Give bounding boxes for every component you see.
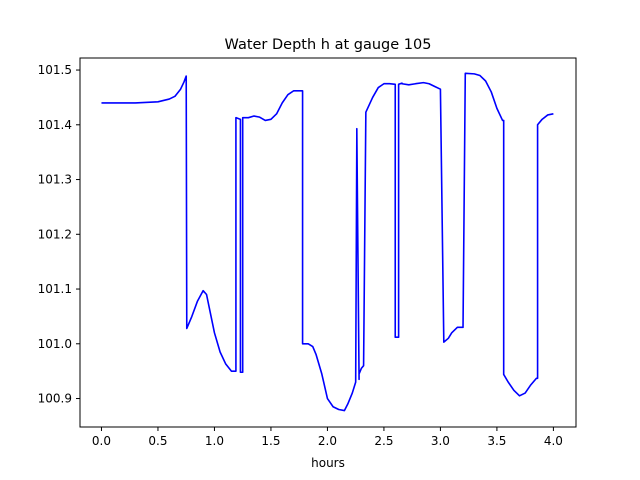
chart-title: Water Depth h at gauge 105 bbox=[225, 37, 432, 53]
y-axis: 100.9 101.0 101.1 101.2 101.3 101.4 101.5 bbox=[38, 63, 80, 406]
y-tick-label: 101.1 bbox=[38, 282, 72, 296]
y-tick-label: 100.9 bbox=[38, 392, 72, 406]
y-tick-label: 101.5 bbox=[38, 63, 72, 77]
y-tick-label: 101.2 bbox=[38, 227, 72, 241]
y-tick-label: 101.3 bbox=[38, 173, 72, 187]
x-tick-label: 0.5 bbox=[148, 434, 167, 448]
x-tick-label: 1.0 bbox=[205, 434, 224, 448]
series-layer bbox=[101, 72, 554, 412]
x-tick-label: 3.0 bbox=[431, 434, 450, 448]
y-tick-label: 101.4 bbox=[38, 118, 72, 132]
series-line bbox=[101, 72, 554, 412]
x-tick-label: 4.0 bbox=[544, 434, 563, 448]
x-tick-label: 2.5 bbox=[374, 434, 393, 448]
x-tick-label: 3.5 bbox=[487, 434, 506, 448]
x-axis: 0.0 0.5 1.0 1.5 2.0 2.5 3.0 3.5 4.0 bbox=[92, 427, 563, 448]
x-tick-label: 1.5 bbox=[261, 434, 280, 448]
y-tick-label: 101.0 bbox=[38, 337, 72, 351]
x-tick-label: 2.0 bbox=[318, 434, 337, 448]
plot-area-frame bbox=[79, 57, 577, 428]
x-axis-label: hours bbox=[311, 456, 345, 470]
x-tick-label: 0.0 bbox=[92, 434, 111, 448]
